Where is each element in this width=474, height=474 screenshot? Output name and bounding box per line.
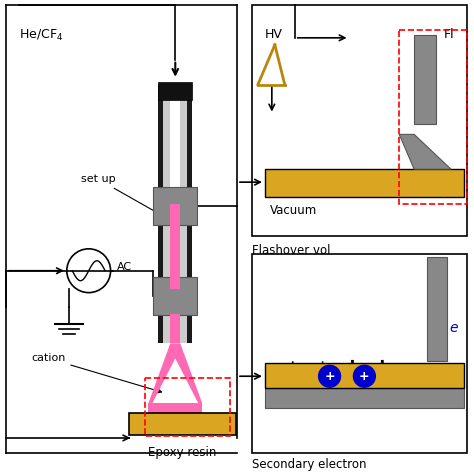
Bar xyxy=(158,82,192,100)
Text: Vacuum: Vacuum xyxy=(270,204,317,217)
Text: cation: cation xyxy=(31,353,162,393)
Polygon shape xyxy=(148,403,202,413)
Text: HV: HV xyxy=(265,28,283,41)
Polygon shape xyxy=(148,343,202,403)
Polygon shape xyxy=(170,204,180,289)
Bar xyxy=(252,254,467,453)
Polygon shape xyxy=(399,134,451,169)
Text: Fl: Fl xyxy=(443,28,454,41)
Circle shape xyxy=(319,365,340,387)
Bar xyxy=(414,35,436,124)
Bar xyxy=(146,378,230,436)
Bar xyxy=(265,363,464,388)
Bar xyxy=(252,5,467,236)
Circle shape xyxy=(354,365,375,387)
Text: Epoxy resin: Epoxy resin xyxy=(148,446,217,459)
Text: +: + xyxy=(359,370,370,383)
Bar xyxy=(265,169,464,197)
Bar xyxy=(154,277,197,315)
Text: $e$: $e$ xyxy=(449,321,459,336)
Polygon shape xyxy=(170,313,180,343)
Bar xyxy=(154,187,197,225)
Bar xyxy=(128,413,236,435)
Bar xyxy=(265,388,464,408)
Text: Flashover vol: Flashover vol xyxy=(252,244,330,257)
Polygon shape xyxy=(158,84,164,343)
Text: +: + xyxy=(324,370,335,383)
Text: AC: AC xyxy=(117,262,132,272)
Text: Secondary electron: Secondary electron xyxy=(252,458,366,471)
Text: Vacuum: Vacuum xyxy=(270,398,317,411)
Polygon shape xyxy=(187,84,192,343)
Text: He/CF$_4$: He/CF$_4$ xyxy=(19,28,64,43)
Polygon shape xyxy=(180,84,187,343)
Polygon shape xyxy=(164,84,170,343)
Text: set up: set up xyxy=(81,174,165,217)
Bar xyxy=(399,30,467,204)
Bar xyxy=(427,257,447,361)
